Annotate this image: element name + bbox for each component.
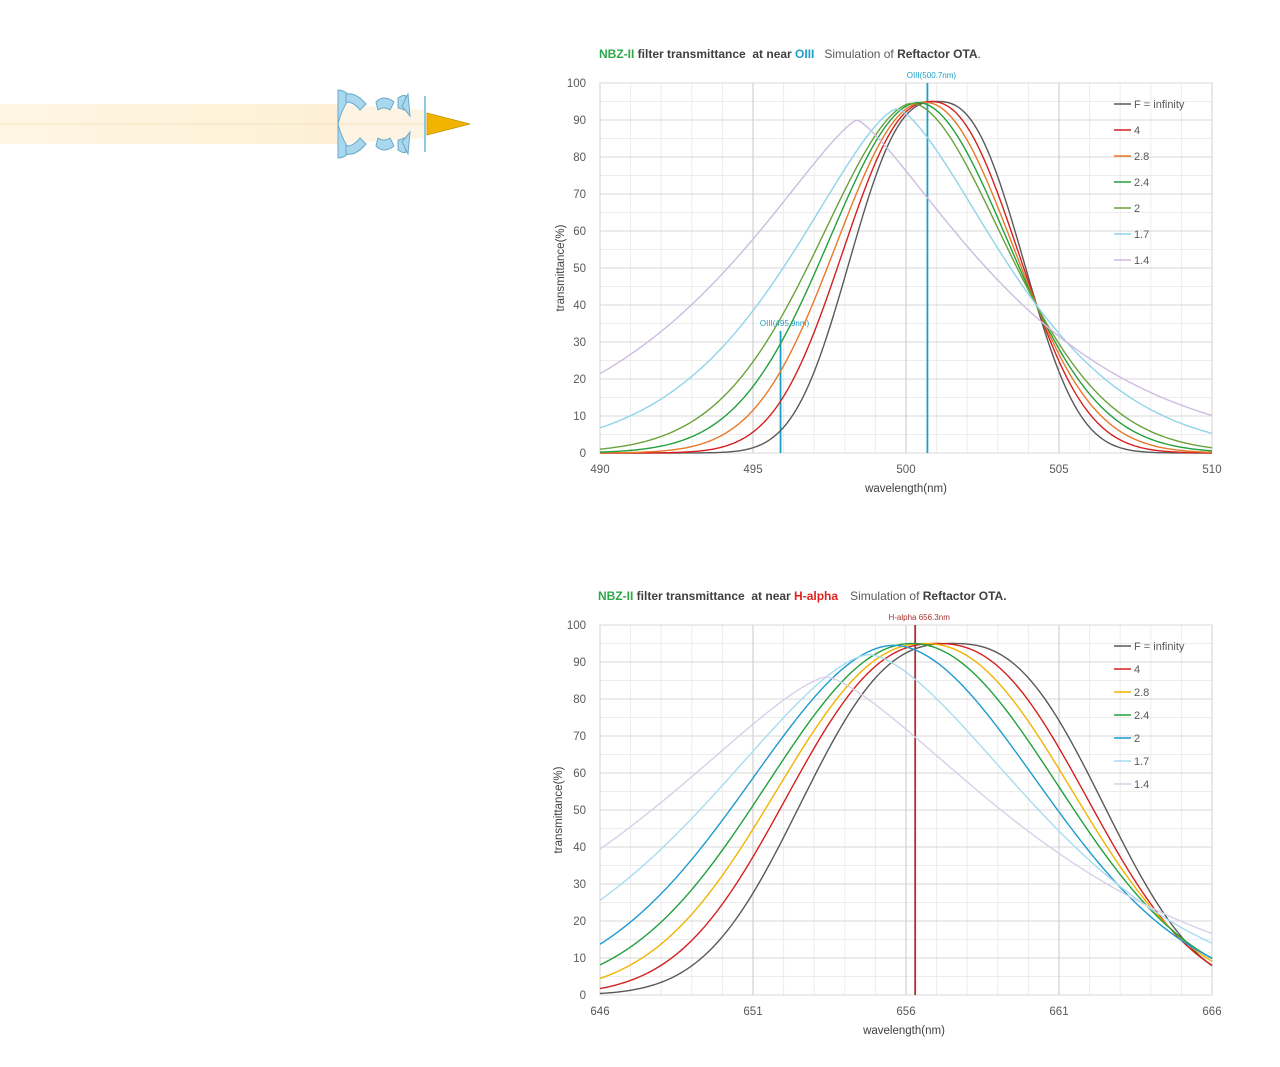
series-line [599,119,1213,417]
wavelength-marker-label: OIII(495.9nm) [760,319,810,328]
y-tick-label: 30 [573,337,586,349]
chart-title: NBZ-II filter transmittance at near OIII… [599,47,981,61]
legend-label: 1.4 [1134,255,1149,267]
y-tick-label: 100 [567,620,586,632]
y-tick-label: 70 [573,731,586,743]
wavelength-marker-label: OIII(500.7nm) [907,71,957,80]
y-tick-label: 70 [573,189,586,201]
series-line [600,100,1212,454]
legend-label: F = infinity [1134,99,1185,111]
series-line [599,101,1213,454]
legend-label: 2.8 [1134,151,1149,163]
series-line [599,676,1213,935]
y-tick-label: 80 [573,152,586,164]
chart-oiii: NBZ-II filter transmittance at near OIII… [555,47,1222,495]
plot-frame [599,624,1213,996]
focus-cone [426,112,471,136]
series-line [599,644,1213,959]
y-tick-label: 90 [573,657,586,669]
x-tick-label: 500 [896,464,915,476]
x-tick-label: 495 [743,464,762,476]
y-tick-label: 100 [567,78,586,90]
series-line [600,100,1213,454]
y-tick-label: 60 [573,768,586,780]
chart-title: NBZ-II filter transmittance at near H-al… [598,589,1007,603]
x-tick-label: 646 [590,1006,609,1018]
y-tick-label: 10 [573,411,586,423]
title-mid: filter transmittance at near [633,589,794,603]
legend-label: 1.7 [1134,756,1149,768]
title-end: . [978,47,981,61]
x-tick-label: 656 [896,1006,915,1018]
legend-label: 4 [1134,664,1140,676]
lens-elements [337,89,411,159]
y-tick-label: 0 [580,448,586,460]
title-filter: NBZ-II [598,589,633,603]
y-tick-label: 50 [573,805,586,817]
x-axis-label: wavelength(nm) [864,483,947,495]
legend-label: 2 [1134,203,1140,215]
x-tick-label: 510 [1202,464,1221,476]
y-axis-label: transmittance(%) [553,766,565,853]
series-line [599,653,1213,944]
y-tick-label: 20 [573,916,586,928]
legend-label: 4 [1134,125,1140,137]
legend-label: 2 [1134,733,1140,745]
y-tick-label: 80 [573,694,586,706]
title-sim: Simulation of [824,47,897,61]
x-tick-label: 661 [1049,1006,1068,1018]
y-tick-label: 10 [573,953,586,965]
x-tick-label: 505 [1049,464,1068,476]
lens-diagram [0,89,471,159]
series-line [599,108,1213,435]
legend-label: 2.8 [1134,687,1149,699]
plot-frame [599,82,1213,454]
x-tick-label: 651 [743,1006,762,1018]
y-tick-label: 0 [580,990,586,1002]
legend-label: 1.7 [1134,229,1149,241]
legend-label: F = infinity [1134,641,1185,653]
title-ota: Reftactor OTA [897,47,978,61]
title-end: . [1003,589,1006,603]
legend-label: 2.4 [1134,177,1149,189]
legend-label: 1.4 [1134,779,1149,791]
title-line: OIII [795,47,814,61]
series-line [599,642,1213,990]
y-tick-label: 40 [573,300,586,312]
title-mid: filter transmittance at near [634,47,795,61]
series-line [599,642,1213,995]
x-tick-label: 490 [590,464,609,476]
series-line [599,642,1213,980]
legend-label: 2.4 [1134,710,1149,722]
x-axis-label: wavelength(nm) [862,1025,945,1037]
chart-halpha: NBZ-II filter transmittance at near H-al… [553,589,1222,1037]
y-tick-label: 20 [573,374,586,386]
y-axis-label: transmittance(%) [555,224,567,311]
y-tick-label: 40 [573,842,586,854]
title-filter: NBZ-II [599,47,634,61]
y-tick-label: 50 [573,263,586,275]
series-line [599,102,1213,450]
title-ota: Reftactor OTA [923,589,1004,603]
x-tick-label: 666 [1202,1006,1221,1018]
y-tick-label: 90 [573,115,586,127]
wavelength-marker-label: H-alpha 656.3nm [888,613,950,622]
title-line: H-alpha [794,589,838,603]
series-line [599,101,1213,453]
series-line [599,642,1213,966]
y-tick-label: 60 [573,226,586,238]
y-tick-label: 30 [573,879,586,891]
title-sim: Simulation of [850,589,923,603]
